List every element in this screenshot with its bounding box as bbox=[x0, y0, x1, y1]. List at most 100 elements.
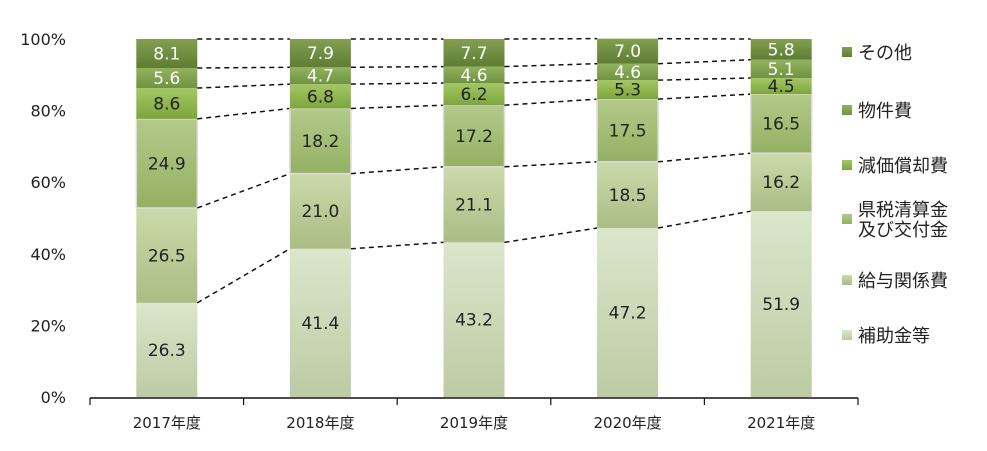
legend-label: 補助金等 bbox=[858, 326, 930, 347]
bar-segment bbox=[597, 228, 659, 397]
data-label: 16.5 bbox=[762, 115, 800, 135]
x-tick-label: 2018年度 bbox=[286, 414, 354, 432]
y-tick-label: 40% bbox=[30, 245, 66, 264]
connector-line bbox=[350, 241, 444, 250]
connector-line bbox=[504, 98, 598, 106]
legend-label: 及び交付金 bbox=[858, 220, 948, 241]
bar-segment bbox=[750, 211, 812, 397]
data-label: 21.0 bbox=[301, 202, 339, 222]
connector-line bbox=[504, 62, 598, 68]
data-label: 7.9 bbox=[307, 44, 334, 64]
data-label: 41.4 bbox=[301, 314, 339, 334]
bar-segment bbox=[289, 107, 352, 175]
connector-line bbox=[504, 161, 598, 168]
y-tick-label: 60% bbox=[30, 173, 66, 192]
data-label: 17.5 bbox=[609, 121, 647, 141]
x-tick-label: 2017年度 bbox=[133, 414, 201, 432]
bar-segment bbox=[597, 38, 659, 64]
data-label: 4.5 bbox=[768, 77, 795, 97]
connector-line bbox=[197, 172, 291, 209]
data-label: 4.7 bbox=[307, 67, 334, 87]
bar-segment bbox=[136, 39, 198, 68]
legend-swatch bbox=[842, 214, 852, 224]
connector-line bbox=[504, 79, 598, 84]
connector-line bbox=[504, 227, 598, 244]
data-label: 43.2 bbox=[455, 311, 493, 331]
y-tick-label: 0% bbox=[41, 388, 66, 407]
legend-label: 給与関係費 bbox=[858, 271, 948, 292]
bar-segment bbox=[443, 39, 505, 67]
legend-swatch bbox=[842, 330, 852, 340]
bar-segment bbox=[289, 39, 351, 68]
data-label: 6.2 bbox=[460, 85, 487, 105]
bar-segment bbox=[443, 83, 505, 106]
bar-segment bbox=[597, 161, 659, 229]
legend-swatch bbox=[842, 47, 852, 57]
data-label: 17.2 bbox=[455, 127, 493, 147]
bar-segment bbox=[443, 66, 505, 84]
bar-segment bbox=[442, 104, 506, 168]
data-label: 6.8 bbox=[307, 87, 334, 107]
data-label: 4.6 bbox=[614, 63, 641, 83]
connector-line bbox=[196, 248, 291, 304]
legend-label: 県税清算金 bbox=[858, 200, 948, 221]
legend-swatch bbox=[842, 275, 852, 285]
bar-segment bbox=[750, 78, 812, 95]
connector-line bbox=[350, 166, 444, 175]
connector-line bbox=[658, 59, 751, 65]
bar-segment bbox=[750, 39, 812, 60]
data-label: 47.2 bbox=[609, 304, 647, 324]
bar-segment bbox=[289, 248, 351, 397]
y-tick-label: 20% bbox=[30, 316, 66, 335]
data-label: 26.5 bbox=[148, 246, 186, 266]
connector-line bbox=[197, 66, 290, 69]
data-label: 18.5 bbox=[609, 186, 647, 206]
bar-segment bbox=[597, 80, 659, 100]
data-label: 8.6 bbox=[153, 94, 180, 114]
bar-segment bbox=[443, 242, 505, 397]
bar-segment bbox=[136, 88, 198, 119]
connector-line bbox=[197, 107, 290, 120]
bar-segment bbox=[749, 93, 813, 154]
legend-label: その他 bbox=[858, 43, 912, 64]
x-tick-label: 2019年度 bbox=[440, 414, 508, 432]
bar-segment bbox=[289, 67, 351, 85]
y-tick-label: 100% bbox=[20, 30, 66, 49]
legend-swatch bbox=[842, 105, 852, 115]
data-label: 24.9 bbox=[148, 154, 186, 174]
connector-line bbox=[350, 82, 444, 85]
connector-line bbox=[350, 65, 444, 69]
data-label: 18.2 bbox=[301, 132, 339, 152]
data-label: 26.3 bbox=[148, 341, 186, 361]
connector-line bbox=[657, 210, 751, 229]
legend-label: 物件費 bbox=[858, 101, 912, 122]
data-label: 5.1 bbox=[768, 60, 795, 80]
x-tick-label: 2020年度 bbox=[594, 414, 662, 432]
data-label: 5.8 bbox=[768, 40, 795, 60]
data-label: 7.0 bbox=[614, 42, 641, 62]
data-label: 21.1 bbox=[455, 196, 493, 216]
connector-line bbox=[658, 93, 751, 100]
bar-segment bbox=[750, 59, 812, 79]
legend-swatch bbox=[842, 160, 852, 170]
data-label: 5.3 bbox=[614, 81, 641, 101]
connector-line bbox=[197, 83, 290, 89]
bar-segment bbox=[136, 67, 198, 89]
data-label: 51.9 bbox=[762, 295, 800, 315]
bar-segment bbox=[597, 63, 659, 81]
bar-segment bbox=[135, 118, 199, 209]
bar-segment bbox=[289, 173, 351, 249]
connector-line bbox=[350, 104, 444, 110]
data-label: 4.6 bbox=[460, 66, 487, 86]
bar-segment bbox=[443, 166, 505, 243]
connector-line bbox=[658, 152, 751, 163]
y-tick-label: 80% bbox=[30, 102, 66, 121]
data-label: 7.7 bbox=[460, 44, 487, 64]
data-label: 16.2 bbox=[762, 173, 800, 193]
bar-segment bbox=[750, 153, 812, 212]
x-tick-label: 2021年度 bbox=[747, 414, 815, 432]
bar-segment bbox=[136, 302, 198, 397]
bar-segment bbox=[289, 84, 351, 109]
data-label: 8.1 bbox=[153, 44, 180, 64]
